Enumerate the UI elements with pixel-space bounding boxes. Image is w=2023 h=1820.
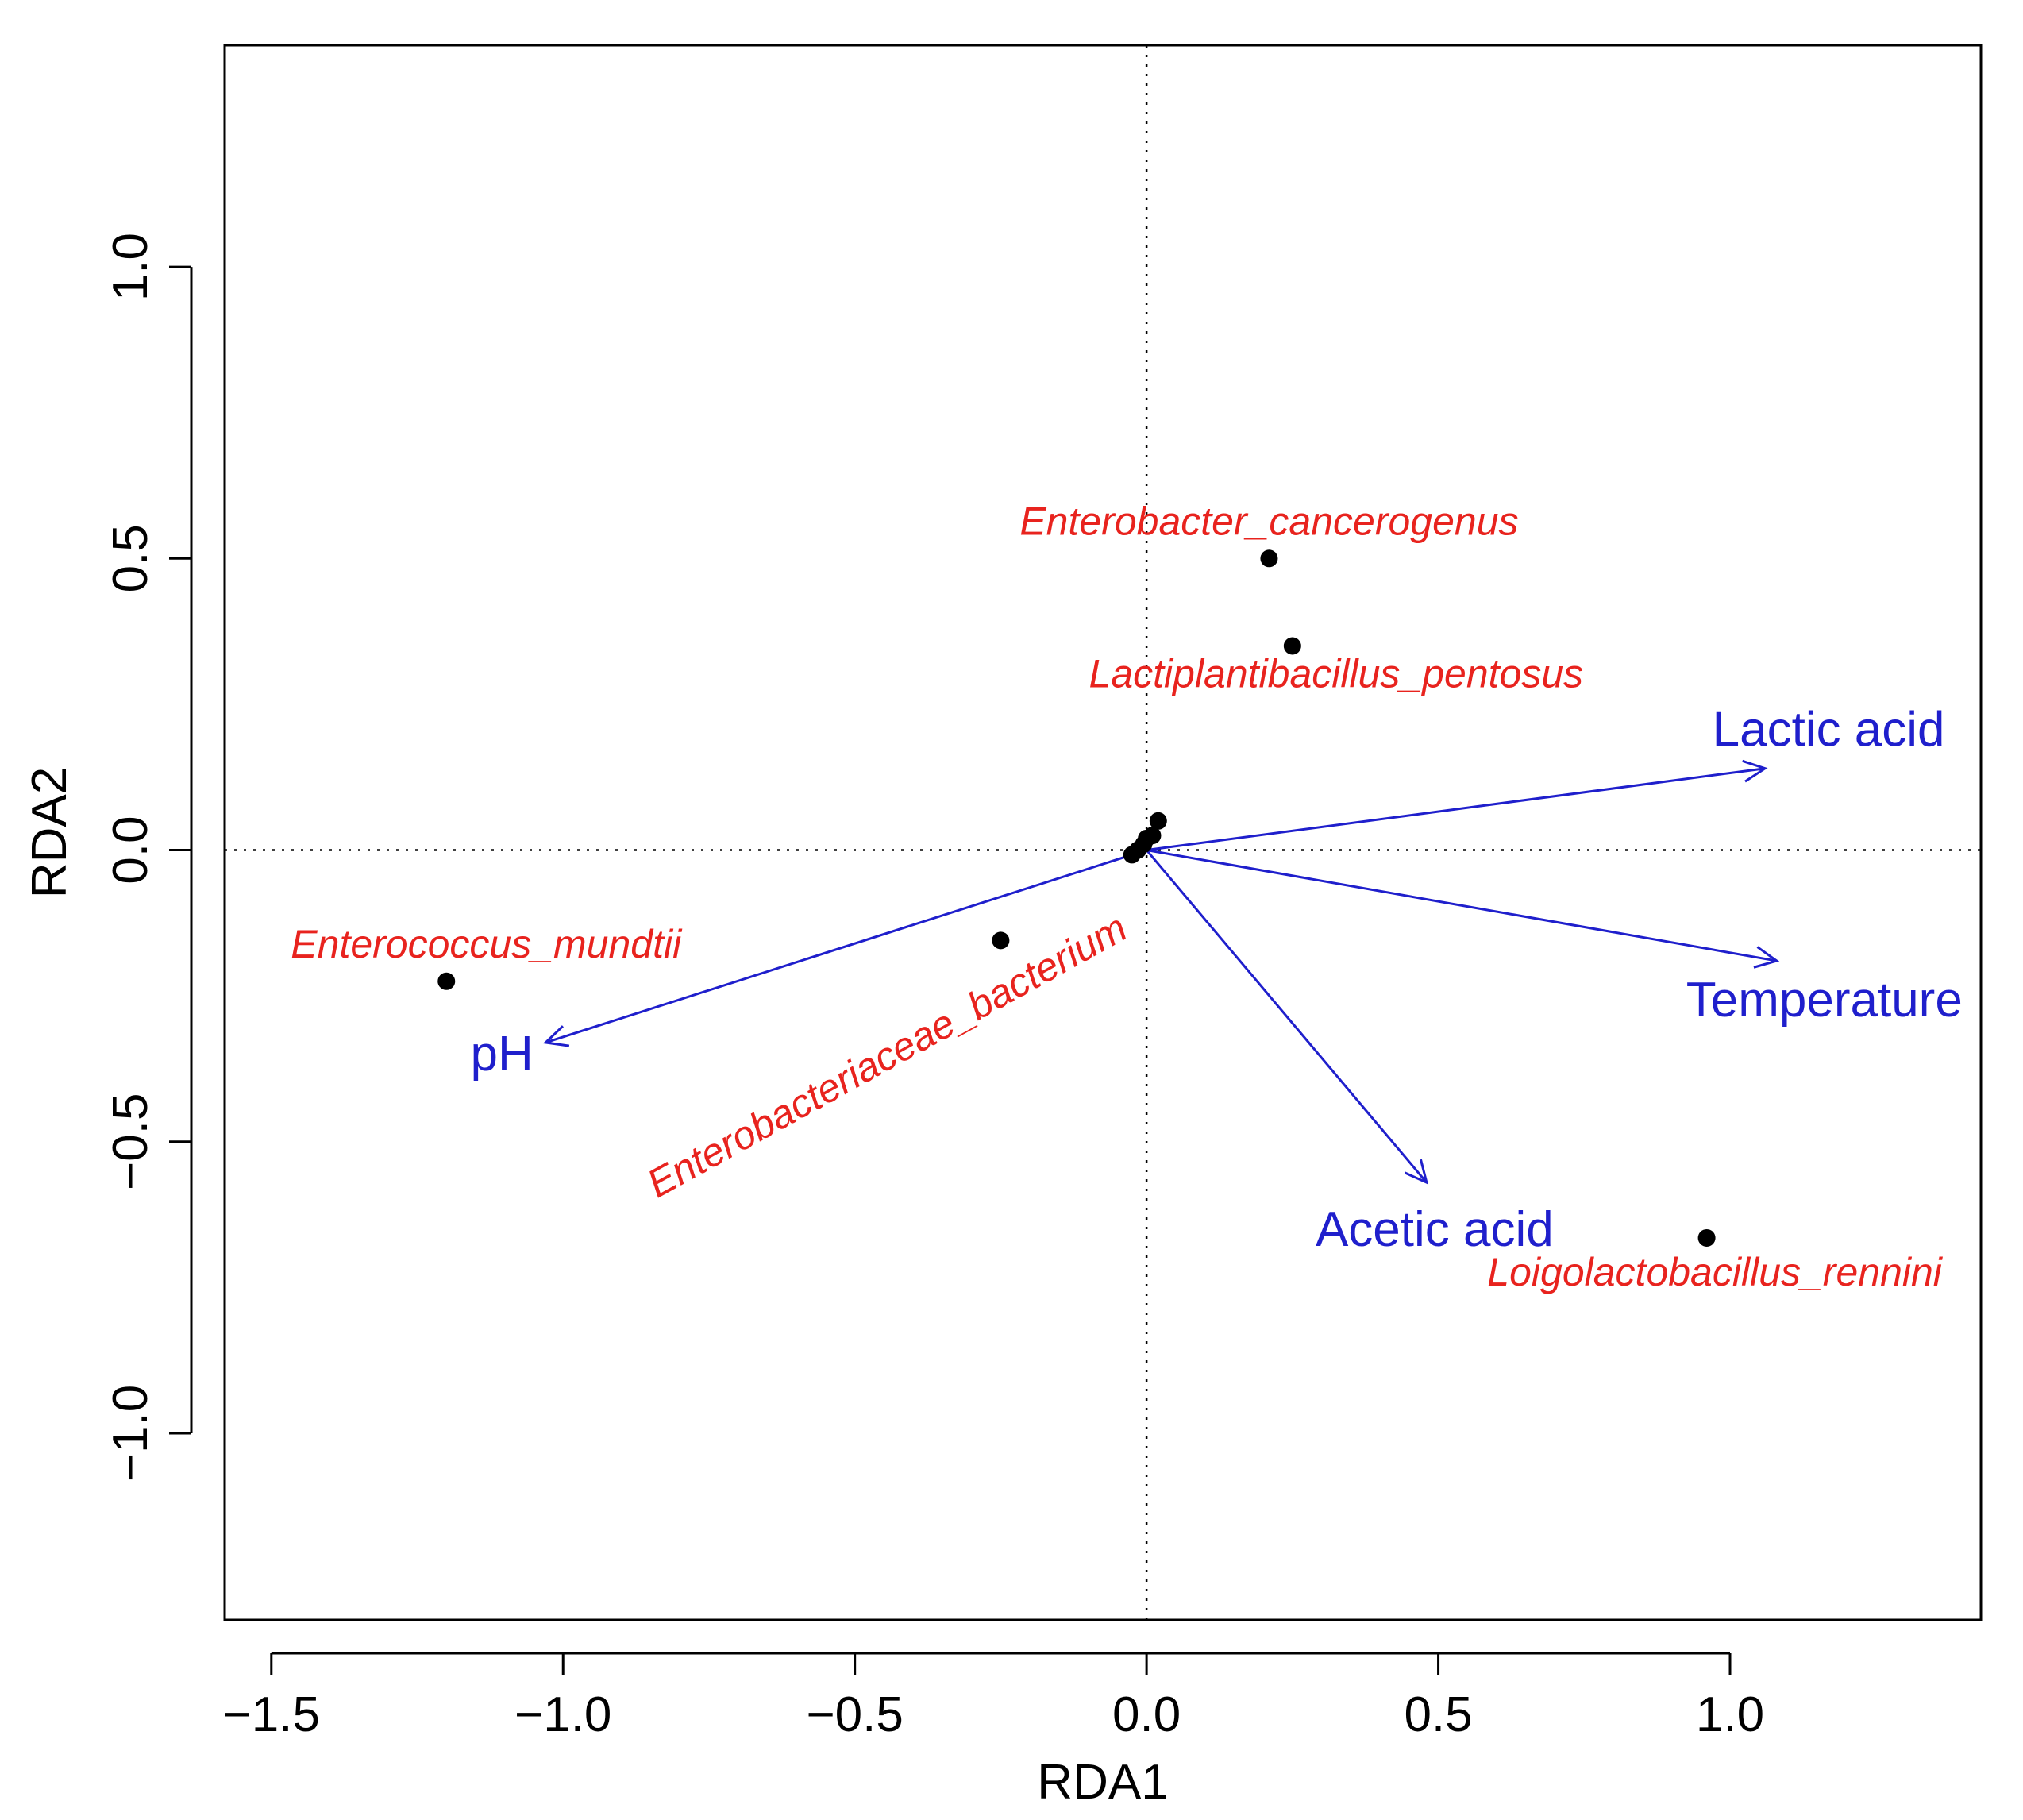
vector-label-lactic-acid: Lactic acid (1713, 703, 1945, 758)
vector-lactic-acid (1146, 767, 1766, 852)
environment-vectors (542, 759, 1780, 1185)
axes: −1.5 −1.0 −0.5 0.0 0.5 1.0 −1.0 −0.5 0.0 0.5 1.0 (103, 233, 1764, 1742)
species-point (1283, 637, 1301, 655)
species-label: Enterobacter_cancerogenus (1019, 499, 1518, 543)
vector-label-ph: pH (471, 1027, 534, 1082)
vector-ph (545, 849, 1147, 1044)
x-axis-title: RDA1 (1037, 1755, 1168, 1810)
x-tick-label: 0.5 (1404, 1687, 1472, 1742)
species-point (1123, 846, 1141, 864)
vector-temperature (1146, 849, 1778, 962)
y-tick-label: −0.5 (103, 1093, 158, 1190)
y-tick-label: −1.0 (103, 1385, 158, 1482)
y-tick-label: 0.5 (103, 524, 158, 592)
species-point (992, 931, 1010, 950)
plot-frame (223, 44, 1983, 1621)
x-tick-label: −1.0 (514, 1687, 611, 1742)
data-labels: Lactic acid Temperature Acetic acid pH Enter… (291, 499, 1963, 1294)
y-tick-label: 1.0 (103, 233, 158, 301)
vector-label-acetic-acid: Acetic acid (1316, 1202, 1554, 1257)
x-tick-label: −1.5 (223, 1687, 320, 1742)
species-point (1138, 829, 1156, 847)
species-point (1149, 812, 1167, 830)
vector-acetic-acid (1145, 849, 1428, 1184)
vector-arrowhead-temperature (1753, 946, 1780, 969)
reference-lines (225, 45, 1981, 1620)
species-label: Loigolactobacillus_rennini (1487, 1250, 1943, 1294)
species-points (437, 549, 1716, 1247)
vector-label-temperature: Temperature (1686, 973, 1963, 1028)
x-tick-label: 1.0 (1696, 1687, 1764, 1742)
species-label: Enterobacteriaceae_bacterium (640, 905, 1135, 1206)
x-tick-label: 0.0 (1112, 1687, 1181, 1742)
vector-arrowhead-lactic-acid (1742, 759, 1768, 783)
vector-arrowhead-ph (542, 1025, 570, 1047)
species-point (437, 972, 456, 990)
species-label: Lactiplantibacillus_pentosus (1089, 651, 1584, 696)
y-axis-title: RDA2 (22, 767, 77, 898)
x-tick-label: −0.5 (806, 1687, 903, 1742)
y-tick-label: 0.0 (103, 816, 158, 884)
species-point (1260, 549, 1278, 568)
species-label: Enterococcus_mundtii (291, 922, 683, 966)
species-point (1697, 1228, 1716, 1247)
vector-arrowhead-acetic-acid (1404, 1159, 1429, 1185)
